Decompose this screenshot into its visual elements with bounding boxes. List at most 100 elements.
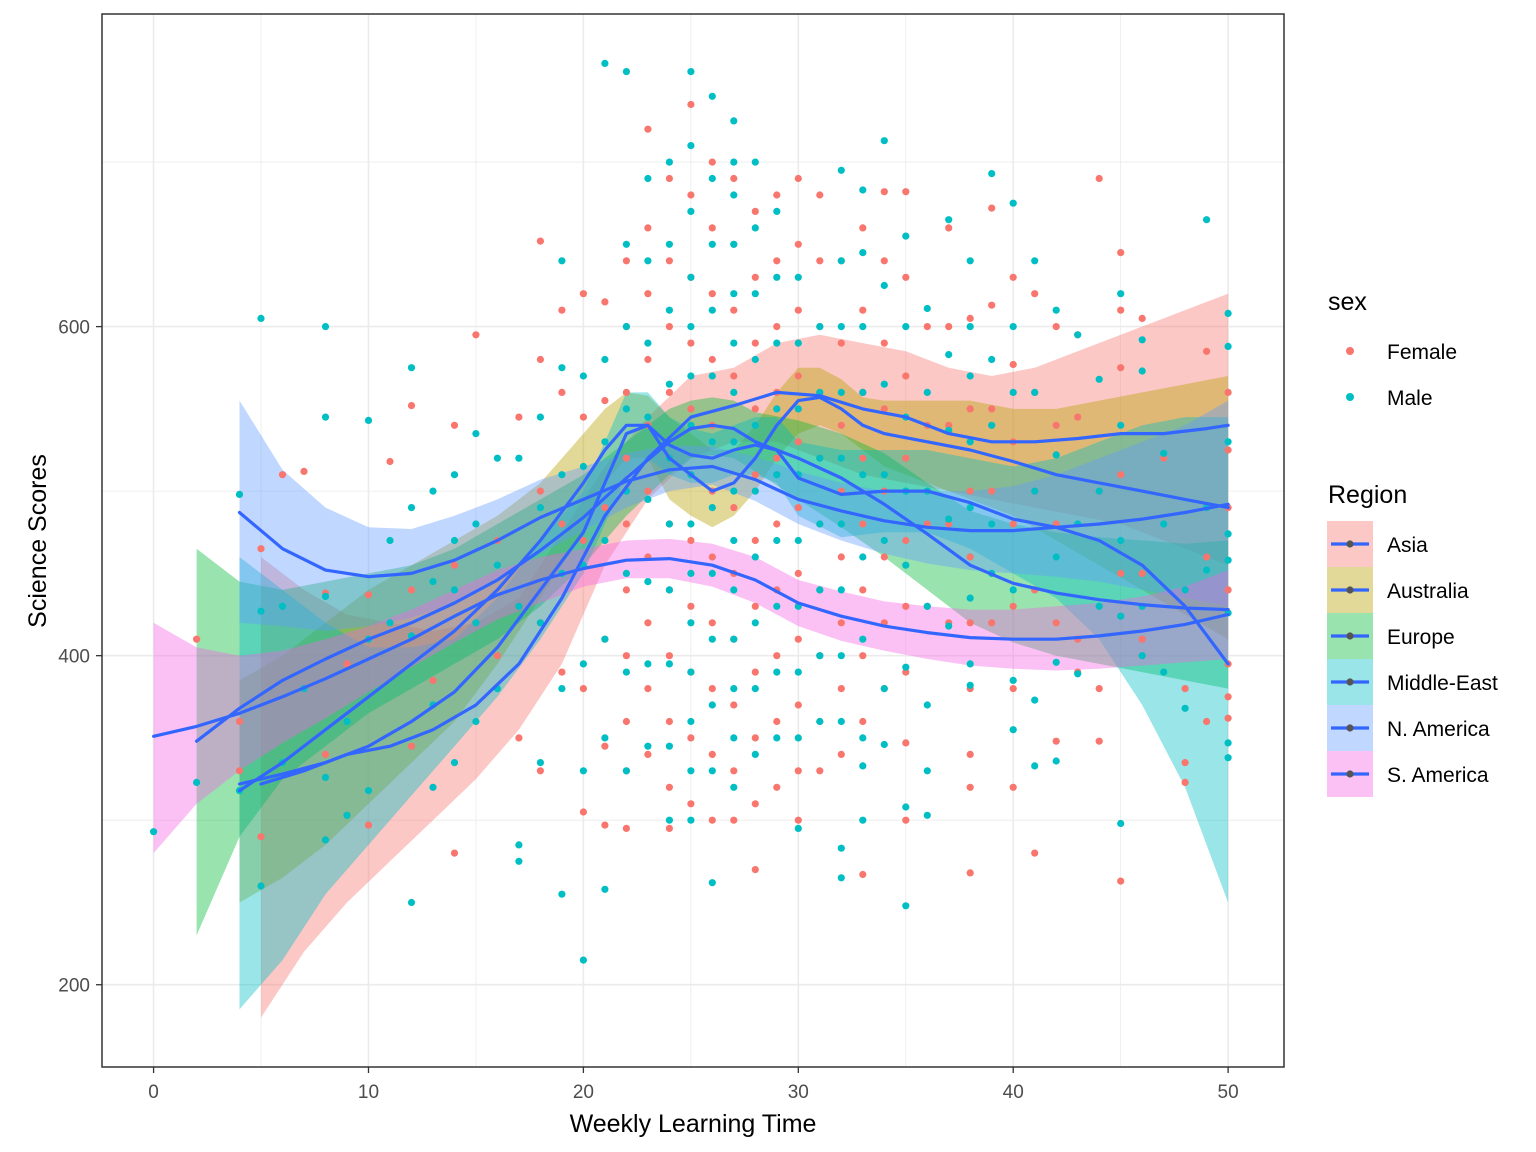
point-male	[1224, 754, 1232, 762]
point-female	[1052, 737, 1060, 745]
point-female	[665, 783, 674, 791]
point-female	[579, 808, 588, 816]
legend-key-dot-europe	[1346, 632, 1354, 640]
point-female	[579, 536, 588, 545]
point-female	[859, 306, 867, 314]
point-male	[558, 890, 566, 898]
point-male	[816, 717, 824, 726]
point-male	[708, 767, 716, 775]
point-male	[1203, 566, 1211, 574]
point-female	[1138, 569, 1146, 578]
point-female	[751, 405, 759, 413]
point-male	[472, 430, 480, 438]
point-male	[235, 490, 244, 498]
point-male	[730, 240, 738, 248]
point-male	[945, 351, 953, 359]
point-male	[902, 663, 910, 671]
point-female	[730, 767, 738, 775]
point-male	[730, 117, 738, 125]
point-female	[773, 717, 781, 726]
point-male	[343, 811, 351, 819]
point-male	[472, 619, 480, 627]
point-male	[321, 323, 330, 331]
point-female	[880, 257, 888, 265]
point-male	[708, 635, 716, 643]
x-tick-label: 30	[788, 1082, 809, 1103]
point-male	[1224, 438, 1232, 446]
point-male	[1095, 487, 1103, 495]
point-male	[730, 438, 738, 446]
point-male	[1031, 388, 1039, 396]
point-male	[515, 454, 523, 462]
point-female	[773, 783, 781, 791]
point-male	[579, 767, 588, 775]
point-male	[1031, 762, 1039, 770]
point-female	[687, 405, 695, 413]
point-female	[515, 413, 523, 421]
point-male	[687, 569, 695, 578]
point-male	[730, 339, 738, 347]
point-male	[193, 778, 201, 787]
point-male	[730, 734, 738, 742]
point-female	[536, 237, 545, 245]
point-male	[1009, 388, 1017, 396]
point-female	[988, 405, 996, 413]
point-male	[859, 186, 867, 194]
point-male	[364, 416, 373, 424]
point-male	[751, 487, 759, 495]
point-male	[880, 137, 888, 145]
point-male	[966, 257, 974, 265]
point-female	[687, 339, 695, 347]
point-male	[923, 811, 931, 819]
point-female	[622, 257, 631, 265]
point-male	[429, 578, 437, 586]
point-female	[902, 372, 910, 380]
point-female	[364, 591, 373, 599]
point-male	[923, 602, 931, 610]
legend-key-dot-n-america	[1346, 724, 1354, 732]
point-female	[794, 372, 802, 380]
point-female	[1095, 737, 1103, 745]
point-female	[1203, 717, 1211, 726]
point-male	[708, 569, 716, 578]
point-male	[622, 68, 631, 76]
point-male	[751, 290, 759, 298]
point-male	[1160, 449, 1168, 457]
point-female	[773, 257, 781, 265]
point-male	[665, 240, 674, 248]
point-male	[622, 767, 631, 775]
point-male	[708, 174, 716, 183]
point-male	[966, 323, 974, 331]
point-female	[708, 619, 716, 627]
point-female	[773, 652, 781, 660]
legend-key-female	[1346, 347, 1354, 355]
point-female	[966, 619, 974, 627]
point-male	[751, 355, 759, 364]
x-tick-label: 40	[1003, 1082, 1024, 1103]
point-female	[966, 783, 974, 791]
point-female	[1224, 714, 1232, 722]
point-male	[1160, 520, 1168, 528]
point-female	[193, 635, 201, 643]
point-female	[536, 487, 545, 495]
legend-label-male: Male	[1387, 387, 1433, 410]
smooth-line-middle-east	[237, 423, 1230, 786]
point-female	[751, 866, 759, 874]
point-male	[773, 471, 781, 479]
point-male	[665, 158, 674, 166]
point-female	[644, 290, 652, 298]
point-male	[386, 619, 394, 627]
point-male	[450, 586, 459, 594]
point-male	[837, 874, 845, 882]
point-male	[579, 462, 588, 471]
point-female	[687, 602, 695, 610]
point-male	[1117, 290, 1125, 298]
point-female	[880, 188, 888, 196]
point-female	[837, 553, 845, 561]
point-female	[1009, 783, 1017, 791]
point-male	[708, 92, 716, 100]
point-male	[730, 487, 738, 495]
point-female	[407, 586, 416, 594]
point-male	[988, 520, 996, 528]
point-female	[794, 635, 802, 643]
